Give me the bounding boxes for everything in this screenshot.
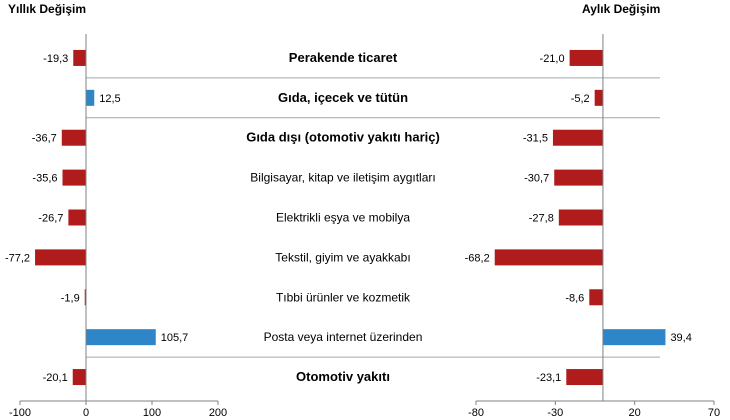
category-label: Elektrikli eşya ve mobilya	[276, 211, 410, 225]
left-bar	[86, 329, 156, 345]
left-value-label: -35,6	[32, 173, 57, 185]
right-value-label: -5,2	[571, 93, 590, 105]
right-chart-title: Aylık Değişim	[582, 2, 660, 16]
category-label: Bilgisayar, kitap ve iletişim aygıtları	[250, 171, 435, 185]
left-bar	[63, 170, 86, 186]
left-chart-title: Yıllık Değişim	[8, 2, 86, 16]
category-label: Otomotiv yakıtı	[296, 369, 390, 384]
left-value-label: -26,7	[38, 213, 63, 225]
right-bar	[603, 329, 666, 345]
right-value-label: -21,0	[540, 53, 565, 65]
left-value-label: -36,7	[32, 133, 57, 145]
right-bar	[554, 170, 603, 186]
left-bar	[73, 369, 86, 385]
labels: -19,3 12,5 -36,7 -35,6 -26,7 -77,2 -1,9 105,7 -2…	[5, 50, 720, 419]
right-bar	[566, 369, 603, 385]
right-value-label: -31,5	[523, 133, 548, 145]
left-x-tick-label: 100	[143, 407, 161, 419]
left-value-label: 12,5	[99, 93, 120, 105]
category-label: Posta veya internet üzerinden	[264, 330, 423, 344]
right-x-tick-label: 70	[708, 407, 720, 419]
left-bar	[62, 130, 86, 146]
left-bar	[68, 210, 86, 226]
right-x-tick-label: -30	[547, 407, 563, 419]
category-label: Tıbbi ürünler ve kozmetik	[276, 290, 411, 304]
right-value-label: -27,8	[529, 213, 554, 225]
left-value-label: -20,1	[43, 372, 68, 384]
right-value-label: -68,2	[465, 252, 490, 264]
right-bar	[553, 130, 603, 146]
left-value-label: -77,2	[5, 252, 30, 264]
right-bar	[495, 249, 603, 265]
left-value-label: -19,3	[43, 53, 68, 65]
right-bar	[559, 210, 603, 226]
right-x-tick-label: -80	[468, 407, 484, 419]
category-label: Gıda, içecek ve tütün	[278, 90, 408, 105]
right-value-label: -30,7	[524, 173, 549, 185]
left-value-label: -1,9	[61, 292, 80, 304]
right-bar	[595, 90, 603, 106]
right-x-tick-label: 20	[629, 407, 641, 419]
left-x-tick-label: 0	[83, 407, 89, 419]
left-bar	[35, 249, 86, 265]
category-label: Perakende ticaret	[289, 50, 398, 65]
right-bar	[570, 50, 603, 66]
left-value-label: 105,7	[161, 332, 189, 344]
left-x-tick-label: 200	[209, 407, 227, 419]
category-label: Gıda dışı (otomotiv yakıtı hariç)	[246, 130, 440, 145]
left-bar	[73, 50, 86, 66]
right-bar	[589, 289, 603, 305]
left-x-tick-label: -100	[9, 407, 31, 419]
right-value-label: -23,1	[536, 372, 561, 384]
left-bar	[86, 90, 94, 106]
right-value-label: 39,4	[670, 332, 691, 344]
right-value-label: -8,6	[565, 292, 584, 304]
category-label: Tekstil, giyim ve ayakkabı	[275, 250, 410, 264]
